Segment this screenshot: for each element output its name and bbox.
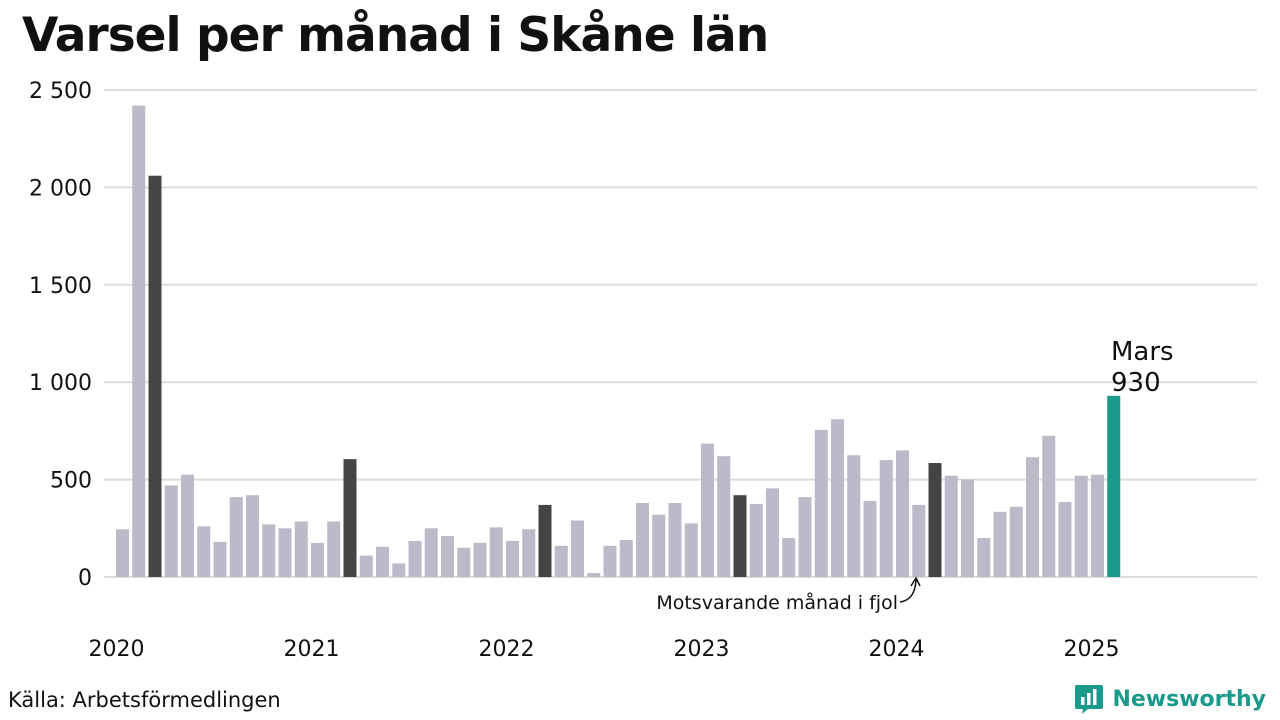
bar-2020-06 <box>197 526 211 577</box>
bar-2024-03 <box>928 463 942 577</box>
x-tick-label: 2021 <box>284 637 340 662</box>
bar-2024-07 <box>993 511 1007 577</box>
latest-value-label: 930 <box>1111 368 1161 398</box>
y-tick-label: 0 <box>78 566 92 591</box>
bar-2023-11 <box>863 501 877 577</box>
bar-2021-12 <box>489 527 503 577</box>
bar-2024-01 <box>896 450 909 577</box>
arrow-head <box>910 576 921 587</box>
brand-name: Newsworthy <box>1112 686 1266 712</box>
bar-2023-01 <box>701 443 714 577</box>
bar-2021-06 <box>392 563 406 577</box>
bar-2022-02 <box>522 529 536 577</box>
bar-2023-02 <box>717 456 731 577</box>
bar-2023-05 <box>766 488 779 577</box>
bar-2025-02 <box>1107 395 1121 577</box>
bar-2023-08 <box>814 429 828 577</box>
x-tick-label: 2023 <box>674 637 730 662</box>
bar-2023-04 <box>749 503 763 577</box>
bar-2021-08 <box>424 528 438 577</box>
bar-2022-10 <box>652 514 666 577</box>
brand: Newsworthy <box>1074 683 1266 715</box>
x-tick-label: 2020 <box>89 637 145 662</box>
y-tick-label: 1 500 <box>29 274 92 299</box>
bar-2020-12 <box>294 521 308 577</box>
bar-2024-10 <box>1042 435 1056 577</box>
bar-2021-01 <box>311 542 324 577</box>
bar-2022-09 <box>636 502 649 577</box>
bar-2022-08 <box>619 539 633 577</box>
bar-2021-10 <box>457 547 471 577</box>
chart-title: Varsel per månad i Skåne län <box>22 8 769 63</box>
y-tick-label: 1 000 <box>29 371 92 396</box>
bar-2022-06 <box>587 573 601 577</box>
y-tick-label: 2 000 <box>29 176 92 201</box>
annotations: Mars 930 Motsvarande månad i fjol <box>656 337 1173 614</box>
bar-2020-10 <box>262 524 276 577</box>
source-note: Källa: Arbetsförmedlingen <box>8 688 281 712</box>
bar-2021-05 <box>376 546 389 577</box>
bar-2024-05 <box>961 479 974 577</box>
bar-2020-02 <box>132 105 146 578</box>
x-axis-labels: 2020 2021 2022 2023 2024 2025 <box>89 637 1120 662</box>
bar-2021-11 <box>473 542 487 577</box>
bar-2021-09 <box>441 536 454 577</box>
curved-arrow-icon <box>899 579 917 603</box>
bar-2022-11 <box>668 502 682 577</box>
x-tick-label: 2025 <box>1064 637 1120 662</box>
bar-2022-07 <box>603 545 617 577</box>
bar-2022-04 <box>554 545 568 577</box>
bar-2023-06 <box>782 538 796 577</box>
bar-2021-07 <box>408 540 422 577</box>
bar-2020-07 <box>213 541 227 577</box>
bar-2020-11 <box>278 528 292 577</box>
bar-2022-03 <box>538 504 552 577</box>
bar-2021-03 <box>343 459 357 577</box>
bar-2020-03 <box>148 175 162 577</box>
bar-2023-07 <box>798 497 812 577</box>
bar-2021-04 <box>359 555 373 577</box>
latest-month-label: Mars <box>1111 337 1174 367</box>
bar-2025-01 <box>1091 474 1104 577</box>
bar-2020-09 <box>246 495 259 577</box>
bar-2023-09 <box>831 419 844 577</box>
bar-2024-02 <box>912 504 926 577</box>
x-tick-label: 2024 <box>869 637 925 662</box>
bar-2024-08 <box>1009 506 1023 577</box>
bar-2021-02 <box>327 521 341 577</box>
bar-2023-10 <box>847 455 861 577</box>
newsworthy-logo-icon <box>1075 685 1104 714</box>
annotation-text: Motsvarande månad i fjol <box>656 591 898 614</box>
bar-2022-01 <box>506 540 519 577</box>
bar-2024-06 <box>977 538 991 577</box>
bar-2023-03 <box>733 495 747 577</box>
bars <box>116 105 1121 578</box>
y-axis-labels: 0 500 1 000 1 500 2 000 2 500 <box>29 79 92 591</box>
bar-2024-04 <box>944 475 958 577</box>
y-tick-label: 2 500 <box>29 79 92 104</box>
bar-2024-11 <box>1058 502 1072 577</box>
bar-2024-09 <box>1026 457 1039 577</box>
bar-2022-12 <box>684 523 698 577</box>
bar-2020-01 <box>116 529 129 577</box>
bar-2022-05 <box>571 520 584 577</box>
bar-2023-12 <box>879 460 893 577</box>
y-tick-label: 500 <box>50 469 92 494</box>
bar-2020-05 <box>181 474 194 577</box>
x-tick-label: 2022 <box>479 637 535 662</box>
bar-2024-12 <box>1074 475 1088 577</box>
bar-2020-04 <box>164 485 178 577</box>
bar-2020-08 <box>229 497 243 577</box>
